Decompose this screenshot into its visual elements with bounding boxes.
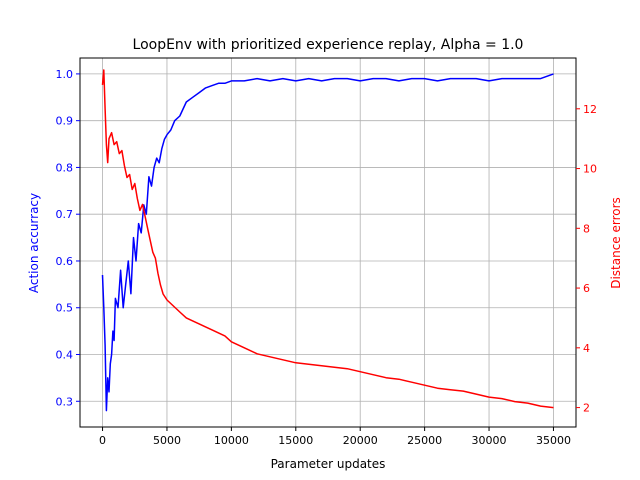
x-tick-label: 5000 bbox=[153, 434, 181, 447]
right-y-tick-label: 12 bbox=[583, 103, 597, 116]
left-y-tick-label: 0.5 bbox=[56, 302, 74, 315]
axis-ticks: 0 5000 10000 15000 20000 25000 30000 35000 0.3 0.… bbox=[56, 68, 598, 447]
right-axis-label: Distance errors bbox=[609, 197, 623, 289]
left-y-tick-label: 1.0 bbox=[56, 68, 74, 81]
left-y-tick-label: 0.6 bbox=[56, 255, 74, 268]
right-y-tick-label: 4 bbox=[583, 342, 590, 355]
series-lines bbox=[101, 69, 554, 412]
x-axis-label: Parameter updates bbox=[271, 457, 386, 471]
left-y-tick-label: 0.3 bbox=[56, 395, 74, 408]
right-y-tick-label: 6 bbox=[583, 282, 590, 295]
left-y-tick-label: 0.7 bbox=[56, 208, 74, 221]
right-y-tick-label: 10 bbox=[583, 163, 597, 176]
plot-frame bbox=[79, 57, 577, 428]
x-tick-label: 30000 bbox=[472, 434, 507, 447]
x-tick-label: 15000 bbox=[278, 434, 313, 447]
left-y-tick-label: 0.9 bbox=[56, 115, 74, 128]
left-axis-label: Action accurracy bbox=[27, 193, 41, 293]
x-tick-label: 10000 bbox=[214, 434, 249, 447]
right-y-tick-label: 2 bbox=[583, 402, 590, 415]
right-y-tick-label: 8 bbox=[583, 222, 590, 235]
left-y-tick-label: 0.8 bbox=[56, 161, 74, 174]
x-tick-label: 35000 bbox=[536, 434, 571, 447]
grid bbox=[80, 58, 576, 427]
x-tick-label: 0 bbox=[99, 434, 106, 447]
left-y-tick-label: 0.4 bbox=[56, 349, 74, 362]
distance-errors-line bbox=[101, 69, 554, 409]
chart-title: LoopEnv with prioritized experience repl… bbox=[133, 37, 524, 53]
x-tick-label: 25000 bbox=[407, 434, 442, 447]
action-accuracy-line bbox=[101, 73, 554, 412]
x-tick-label: 20000 bbox=[343, 434, 378, 447]
